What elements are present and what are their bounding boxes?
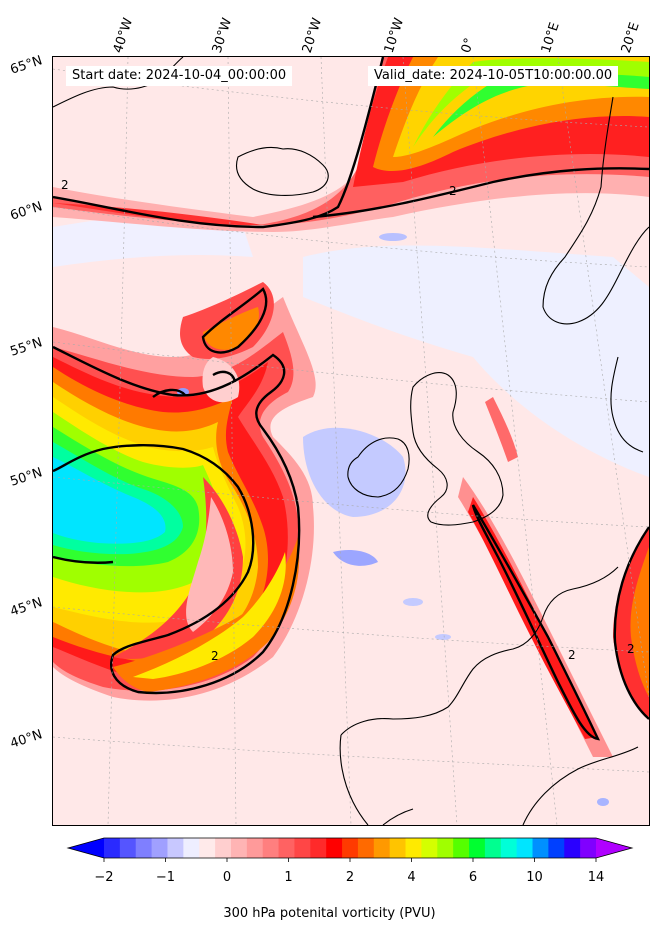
- contour-label: 2: [568, 648, 576, 662]
- colorbar-tick-label: 2: [345, 870, 355, 885]
- lon-label: 10°E: [538, 20, 563, 55]
- colorbar-segment: [389, 838, 407, 858]
- colorbar-segment: [183, 838, 200, 858]
- colorbar-segment: [135, 838, 153, 858]
- colorbar-segment: [151, 838, 168, 858]
- colorbar-segment: [246, 838, 264, 858]
- colorbar-segment: [199, 838, 216, 858]
- colorbar-tick-label: 6: [468, 870, 478, 885]
- colorbar-tick-label: 1: [284, 870, 293, 885]
- pv-map: 2 2 2 2 2: [53, 57, 649, 825]
- lon-label: 0°: [458, 36, 478, 55]
- coastlines: [53, 57, 649, 825]
- lat-label: 50°N: [8, 465, 45, 490]
- colorbar-extend-max: [596, 838, 632, 858]
- colorbar-segment: [469, 838, 486, 858]
- graticule: [53, 57, 649, 825]
- colorbar-segment: [230, 838, 248, 858]
- colorbar-tick-label: 14: [587, 870, 605, 885]
- colorbar-tick-label: −2: [94, 870, 114, 885]
- colorbar-segment: [580, 838, 597, 858]
- lat-label: 60°N: [8, 199, 45, 224]
- contour-label: 2: [627, 642, 635, 656]
- contour-label: 2: [61, 178, 69, 192]
- colorbar-segment: [104, 838, 121, 858]
- valid-date-label: Valid_date: 2024-10-05T10:00:00.00: [368, 66, 619, 86]
- lat-label: 55°N: [8, 335, 45, 360]
- colorbar-segment: [564, 838, 581, 858]
- lon-label: 40°W: [110, 16, 137, 55]
- colorbar-segment: [294, 838, 311, 858]
- start-date-label: Start date: 2024-10-04_00:00:00: [66, 66, 293, 86]
- low-pv-patch: [303, 427, 406, 517]
- colorbar-extend-min: [68, 838, 104, 858]
- colorbar-tick-label: 4: [407, 870, 416, 885]
- lon-label: 10°W: [381, 16, 408, 55]
- lat-label: 65°N: [8, 53, 45, 78]
- colorbar-tick-label: 10: [526, 870, 543, 885]
- colorbar-tick-label: −1: [155, 870, 176, 885]
- colorbar-segment: [215, 838, 232, 858]
- lon-label: 20°E: [618, 20, 643, 55]
- colorbar-segment: [373, 838, 391, 858]
- contour-label: 2: [449, 184, 457, 198]
- colorbar-segment: [326, 838, 343, 858]
- colorbar-segment: [262, 838, 280, 858]
- colorbar-segment: [167, 838, 184, 858]
- colorbar-label: 300 hPa potenital vorticity (PVU): [223, 906, 436, 921]
- colorbar-segment: [484, 838, 502, 858]
- lon-label: 30°W: [209, 16, 236, 55]
- colorbar-segment: [437, 838, 454, 858]
- colorbar-segment: [278, 838, 295, 858]
- colorbar-segment: [357, 838, 375, 858]
- colorbar-segment: [405, 838, 422, 858]
- lon-label: 20°W: [299, 16, 326, 55]
- pv-2-contours: [53, 57, 649, 741]
- lat-label: 45°N: [8, 595, 45, 620]
- colorbar: [66, 837, 634, 862]
- colorbar-segment: [516, 838, 534, 858]
- colorbar-segment: [421, 838, 438, 858]
- map-panel: 2 2 2 2 2: [52, 56, 650, 826]
- colorbar-segment: [548, 838, 565, 858]
- colorbar-tick-label: 0: [222, 870, 232, 885]
- colorbar-segment: [119, 838, 137, 858]
- colorbar-segment: [342, 838, 359, 858]
- colorbar-segment: [532, 838, 549, 858]
- colorbar-segment: [310, 838, 327, 858]
- lat-label: 40°N: [8, 727, 45, 752]
- colorbar-segment: [453, 838, 470, 858]
- contour-label: 2: [211, 649, 219, 663]
- colorbar-segment: [500, 838, 518, 858]
